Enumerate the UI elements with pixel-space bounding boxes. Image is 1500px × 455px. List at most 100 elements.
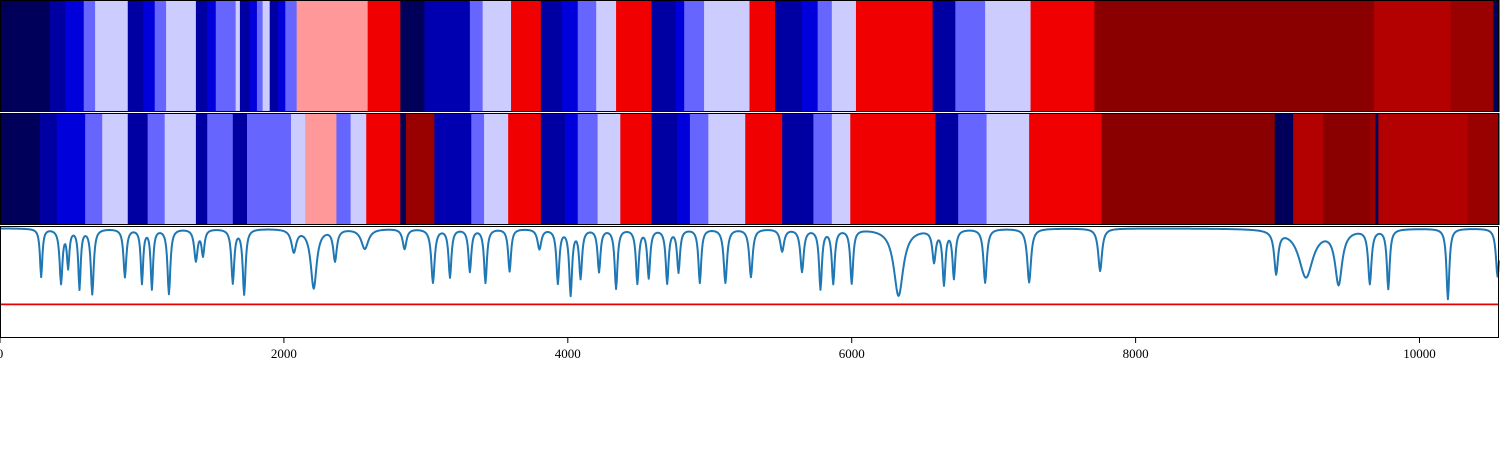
heatmap-row-middle: [0, 113, 1500, 225]
heatmap-cell: [935, 113, 959, 225]
panel-frame: [0, 0, 1499, 112]
heatmap-cell: [95, 0, 129, 112]
heatmap-cell: [958, 113, 988, 225]
heatmap-cell: [400, 0, 426, 112]
heatmap-cell: [855, 0, 934, 112]
heatmap-cell: [434, 113, 472, 225]
heatmap-cell: [207, 113, 234, 225]
heatmap-cell: [0, 113, 41, 225]
heatmap-cell: [256, 0, 264, 112]
heatmap-cell: [831, 113, 851, 225]
heatmap-cell: [508, 113, 542, 225]
heatmap-cell: [775, 0, 803, 112]
panel-frame: [0, 113, 1499, 225]
heatmap-cell: [1030, 0, 1096, 112]
heatmap-cell: [1369, 113, 1377, 225]
heatmap-cell: [235, 0, 241, 112]
x-tick-label: 8000: [1123, 346, 1149, 361]
heatmap-cell: [597, 113, 621, 225]
heatmap-cell: [1322, 113, 1371, 225]
heatmap-cell: [484, 113, 509, 225]
heatmap-cell: [1467, 113, 1500, 225]
heatmap-cell: [215, 0, 237, 112]
heatmap-cell: [620, 113, 653, 225]
heatmap-cell: [305, 113, 338, 225]
heatmap-cell: [147, 113, 166, 225]
heatmap-cell: [239, 0, 251, 112]
heatmap-cell: [285, 0, 298, 112]
heatmap-cell: [154, 0, 167, 112]
heatmap-cell: [704, 0, 751, 112]
x-axis: 0 2000 4000 6000 8000 10000: [0, 338, 1436, 361]
heatmap-cell: [511, 0, 542, 112]
heatmap-cell: [932, 0, 956, 112]
heatmap-cell: [540, 0, 563, 112]
heatmap-cell: [336, 113, 352, 225]
heatmap-cell: [249, 0, 258, 112]
heatmap-cell: [296, 0, 369, 112]
heatmap-cell: [269, 0, 279, 112]
x-tick-label: 0: [0, 346, 3, 361]
heatmap-cell: [1029, 113, 1103, 225]
x-tick-label: 6000: [839, 346, 865, 361]
heatmap-cell: [1450, 0, 1494, 112]
heatmap-cell: [424, 0, 471, 112]
line-panel: [0, 227, 1500, 306]
heatmap-cell: [955, 0, 986, 112]
heatmap-cell: [0, 0, 51, 112]
heatmap-cell: [616, 0, 653, 112]
heatmap-cell: [1378, 113, 1469, 225]
heatmap-cell: [577, 113, 599, 225]
heatmap-cell: [577, 0, 597, 112]
heatmap-cell: [540, 113, 566, 225]
heatmap-cell: [986, 113, 1030, 225]
heatmap-cell: [831, 0, 857, 112]
signal-line: [0, 227, 1500, 301]
heatmap-cell: [564, 113, 579, 225]
heatmap-cell: [39, 113, 58, 225]
heatmap-cell: [83, 0, 96, 112]
heatmap-cell: [782, 113, 814, 225]
heatmap-cell: [195, 113, 208, 225]
heatmap-cell: [1293, 113, 1324, 225]
heatmap-cell: [562, 0, 579, 112]
heatmap-cell: [1493, 0, 1500, 112]
x-tick-label: 4000: [555, 346, 581, 361]
heatmap-cell: [164, 113, 197, 225]
heatmap-cell: [802, 0, 819, 112]
heatmap-cell: [278, 0, 286, 112]
heatmap-cell: [708, 113, 746, 225]
heatmap-cell: [195, 0, 208, 112]
heatmap-cell: [127, 0, 144, 112]
heatmap-cell: [985, 0, 1032, 112]
heatmap-cell: [127, 113, 149, 225]
heatmap-cell: [817, 0, 833, 112]
heatmap-cell: [143, 0, 156, 112]
heatmap-cell: [350, 113, 367, 225]
heatmap-cell: [65, 0, 85, 112]
x-tick-label: 10000: [1403, 346, 1436, 361]
heatmap-cell: [749, 0, 776, 112]
heatmap-cell: [366, 113, 401, 225]
heatmap-cell: [471, 113, 485, 225]
heatmap-cell: [400, 113, 407, 225]
heatmap-cell: [745, 113, 783, 225]
heatmap-cell: [262, 0, 271, 112]
heatmap-cell: [813, 113, 833, 225]
heatmap-cell: [684, 0, 705, 112]
heatmap-cell: [651, 0, 677, 112]
heatmap-cell: [56, 113, 86, 225]
panel-frame: [0, 226, 1499, 338]
heatmap-cell: [1375, 113, 1379, 225]
heatmap-row-top: [0, 0, 1500, 112]
heatmap-cell: [677, 113, 691, 225]
heatmap-cell: [102, 113, 129, 225]
heatmap-cell: [482, 0, 512, 112]
heatmap-cell: [469, 0, 484, 112]
heatmap-cell: [1094, 0, 1375, 112]
heatmap-cell: [1274, 113, 1294, 225]
heatmap-cell: [291, 113, 306, 225]
heatmap-cell: [166, 0, 197, 112]
heatmap-cell: [1374, 0, 1452, 112]
